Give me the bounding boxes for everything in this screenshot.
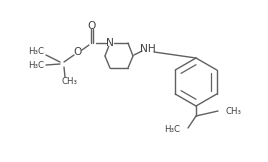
Text: CH₃: CH₃ [62,77,78,87]
Text: H₃C: H₃C [28,47,44,57]
Text: CH₃: CH₃ [226,106,242,116]
Text: NH: NH [140,44,156,54]
Text: O: O [88,21,96,31]
Text: H₃C: H₃C [164,126,180,134]
Text: H₃C: H₃C [28,60,44,69]
Text: O: O [74,47,82,57]
Text: N: N [106,38,114,48]
